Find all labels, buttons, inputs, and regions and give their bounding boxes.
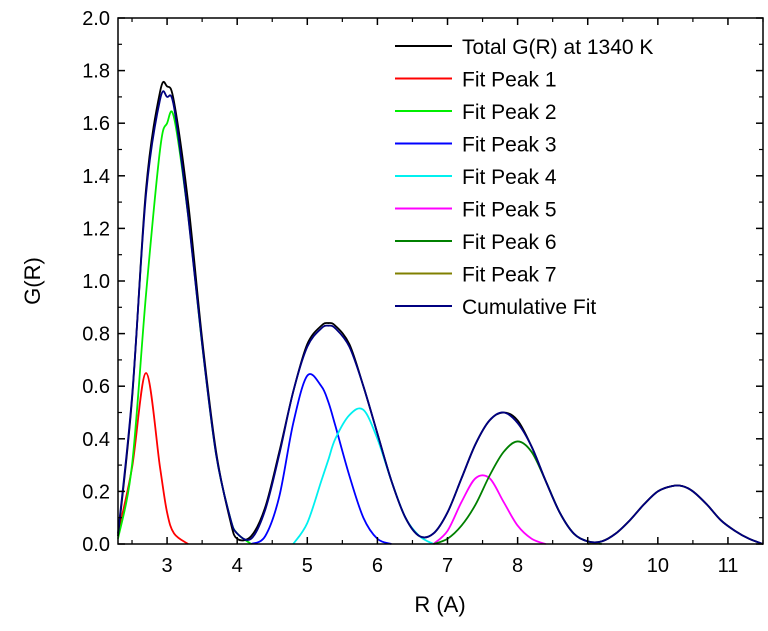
y-tick-label-4: 0.8 [82, 324, 110, 346]
legend-label-2: Fit Peak 1 [462, 69, 557, 92]
y-tick-label-7: 1.4 [82, 166, 110, 188]
legend-label-9: Cumulative Fit [462, 296, 596, 319]
legend-label-6: Fit Peak 5 [462, 199, 557, 222]
legend-label-8: Fit Peak 7 [462, 264, 557, 287]
y-tick-label-6: 1.2 [82, 218, 110, 240]
legend-label-5: Fit Peak 4 [462, 166, 557, 189]
x-tick-label-6: 9 [582, 555, 593, 577]
y-tick-label-8: 1.6 [82, 113, 110, 135]
legend-label-7: Fit Peak 6 [462, 231, 557, 254]
series-line-4 [250, 373, 392, 545]
legend-label-1: Total G(R) at 1340 K [462, 36, 653, 59]
series-line-6 [432, 474, 546, 545]
legend: Total G(R) at 1340 K Fit Peak 1 Fit Peak 2… [395, 36, 653, 319]
series-layer [117, 81, 764, 545]
y-axis-title: G(R) [20, 257, 45, 305]
legend-label-3: Fit Peak 2 [462, 101, 557, 124]
x-axis-title: R (A) [414, 592, 465, 617]
x-tick-label-7: 10 [647, 555, 669, 577]
ticks-layer: 3 4 5 6 7 8 9 10 11 0.0 0.2 0.4 0.6 0.8 1.0 1.2 1.4 1.6 1.… [82, 8, 764, 577]
y-tick-label-2: 0.4 [82, 429, 110, 451]
y-tick-label-1: 0.2 [82, 481, 110, 503]
y-tick-label-5: 1.0 [82, 271, 110, 293]
plot-background [118, 18, 763, 544]
y-tick-label-10: 2.0 [82, 8, 110, 30]
x-tick-label-3: 6 [372, 555, 383, 577]
x-tick-label-5: 8 [512, 555, 523, 577]
x-tick-label-0: 3 [162, 555, 173, 577]
x-tick-label-8: 11 [718, 555, 739, 577]
y-tick-label-0: 0.0 [82, 534, 110, 556]
legend-label-4: Fit Peak 3 [462, 134, 557, 157]
x-tick-label-4: 7 [442, 555, 453, 577]
x-tick-label-1: 4 [232, 555, 243, 577]
x-tick-label-2: 5 [302, 555, 313, 577]
y-tick-label-3: 0.6 [82, 376, 110, 398]
series-line-9 [117, 90, 764, 545]
y-tick-label-9: 1.8 [82, 61, 110, 83]
